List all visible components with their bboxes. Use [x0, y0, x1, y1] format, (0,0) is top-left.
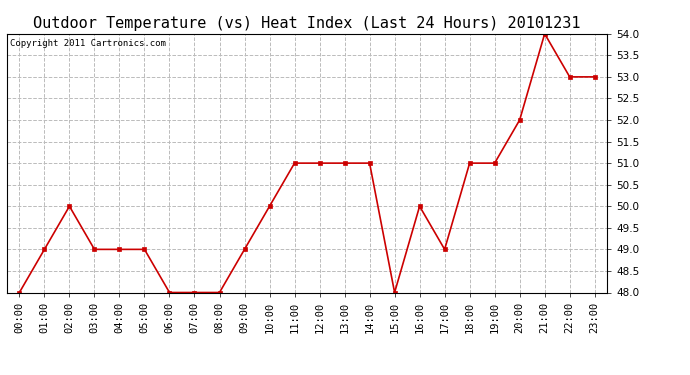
Text: Copyright 2011 Cartronics.com: Copyright 2011 Cartronics.com: [10, 39, 166, 48]
Title: Outdoor Temperature (vs) Heat Index (Last 24 Hours) 20101231: Outdoor Temperature (vs) Heat Index (Las…: [33, 16, 581, 31]
